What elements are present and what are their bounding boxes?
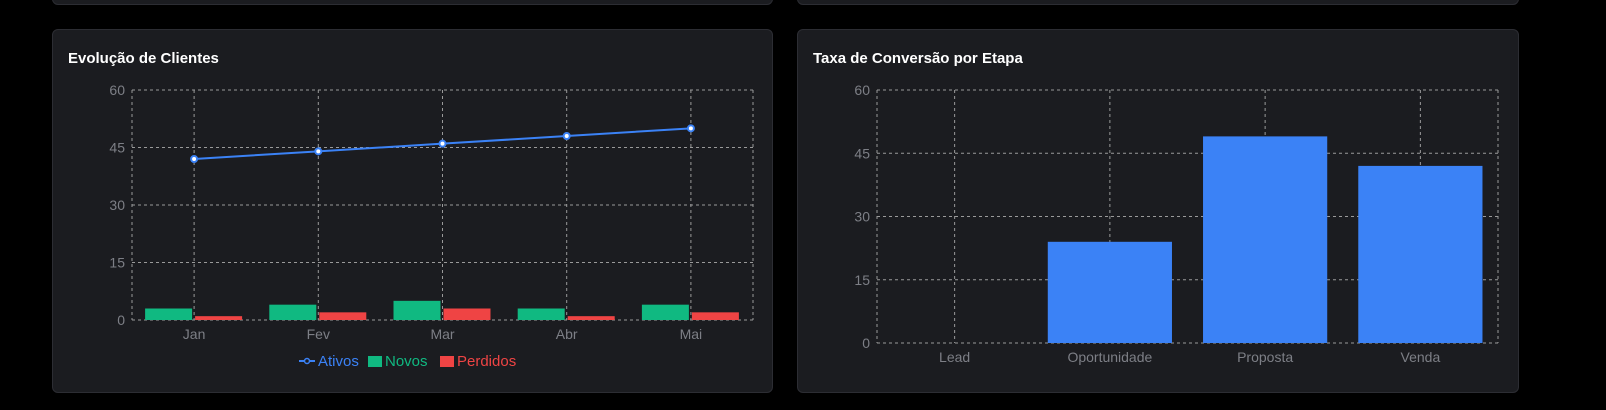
perdidos-bar bbox=[443, 308, 491, 320]
ativos-point bbox=[314, 147, 323, 156]
novos-bar bbox=[641, 304, 689, 320]
novos-bar bbox=[517, 308, 565, 320]
conversion-rate-card: Taxa de Conversão por Etapa 0 15 30 45 60 Lea… bbox=[797, 29, 1519, 393]
perdidos-bar bbox=[567, 316, 615, 320]
legend-label-ativos: Ativos bbox=[318, 353, 359, 370]
legend-perdidos-swatch bbox=[440, 356, 454, 367]
x-tick-label: Abr bbox=[556, 326, 578, 342]
conversion-bar bbox=[1358, 165, 1483, 343]
legend-novos-swatch bbox=[368, 356, 382, 367]
y-tick-label: 0 bbox=[117, 312, 125, 328]
card-title: Evolução de Clientes bbox=[68, 50, 219, 67]
top-left-card bbox=[52, 0, 773, 5]
conversion-rate-chart: 0 15 30 45 60 Lead Oportunidade Proposta Venda bbox=[854, 82, 1499, 365]
x-tick-label: Jan bbox=[183, 326, 206, 342]
legend-label-novos: Novos bbox=[385, 353, 428, 370]
y-tick-label: 30 bbox=[854, 209, 870, 225]
card-title: Taxa de Conversão por Etapa bbox=[813, 50, 1023, 67]
conversion-bar bbox=[1203, 136, 1328, 343]
x-tick-label: Mar bbox=[430, 326, 454, 342]
clients-evolution-chart: 0 15 30 45 60 Jan Fev Mar Abr Mai Ativos Novos Perdi… bbox=[109, 82, 754, 370]
y-tick-label: 60 bbox=[854, 82, 870, 98]
y-tick-label: 45 bbox=[109, 140, 125, 156]
ativos-point bbox=[562, 132, 571, 140]
x-tick-label: Mai bbox=[680, 326, 703, 342]
ativos-point bbox=[438, 139, 447, 148]
chart-legend: Ativos Novos Perdidos bbox=[299, 353, 516, 370]
novos-bar bbox=[393, 300, 441, 320]
y-tick-label: 15 bbox=[854, 272, 870, 288]
x-tick-label: Venda bbox=[1401, 349, 1441, 365]
novos-bar bbox=[145, 308, 193, 320]
legend-ativos-point-icon bbox=[303, 357, 311, 365]
x-tick-label: Fev bbox=[307, 326, 330, 342]
x-tick-label: Proposta bbox=[1237, 349, 1293, 365]
y-tick-label: 60 bbox=[109, 82, 125, 98]
perdidos-bar bbox=[319, 312, 367, 320]
perdidos-bar bbox=[195, 316, 243, 320]
legend-label-perdidos: Perdidos bbox=[457, 353, 516, 370]
x-tick-label: Lead bbox=[939, 349, 970, 365]
top-right-card bbox=[797, 0, 1519, 5]
perdidos-bar bbox=[691, 312, 739, 320]
ativos-point bbox=[686, 124, 695, 133]
ativos-point bbox=[190, 155, 199, 163]
conversion-bar bbox=[1047, 241, 1172, 343]
x-tick-label: Oportunidade bbox=[1067, 349, 1152, 365]
y-tick-label: 15 bbox=[109, 255, 125, 271]
novos-bar bbox=[269, 304, 317, 320]
y-tick-label: 0 bbox=[862, 335, 870, 351]
clients-evolution-card: Evolução de Clientes 0 15 30 45 60 Jan Fev Mar A… bbox=[52, 29, 773, 393]
y-tick-label: 30 bbox=[109, 197, 125, 213]
y-tick-label: 45 bbox=[854, 145, 870, 161]
